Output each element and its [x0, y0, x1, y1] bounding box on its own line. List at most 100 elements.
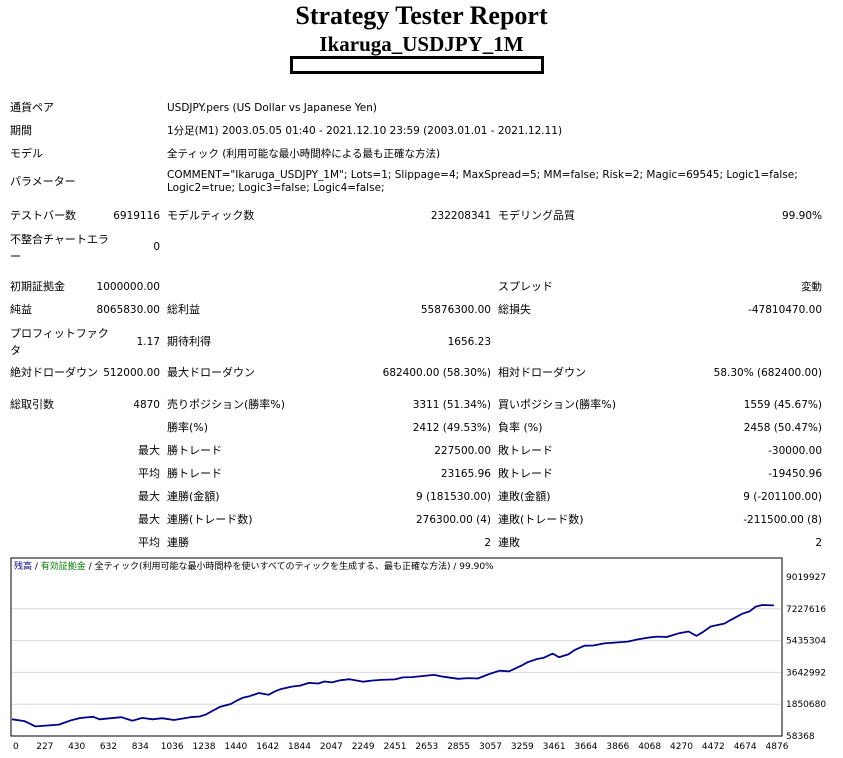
spread-value: 変動 — [801, 281, 822, 293]
errors-value: 0 — [153, 241, 160, 253]
abs-dd-label: 絶対ドローダウン — [10, 366, 98, 379]
y-tick-label: 5435304 — [786, 637, 826, 647]
max-dd-label: 最大ドローダウン — [167, 366, 255, 379]
short-label: 売りポジション(勝率%) — [167, 398, 286, 411]
params-label: パラメーター — [10, 175, 76, 188]
x-tick-label: 3461 — [543, 742, 566, 752]
largest-loss-value: -30000.00 — [768, 445, 822, 457]
quality-label: モデリング品質 — [498, 209, 575, 222]
loss-value: 2458 (50.47%) — [743, 422, 822, 434]
expected-label: 期待利得 — [167, 335, 211, 348]
avg-win-label: 勝トレード — [167, 467, 222, 480]
period-value: 1分足(M1) 2003.05.05 01:40 - 2021.12.10 23… — [167, 125, 563, 137]
errors-label: 不整合チャートエラー — [10, 233, 109, 263]
x-tick-label: 632 — [100, 742, 117, 752]
max-cons-loss-value: -211500.00 (8) — [743, 514, 822, 526]
max-cons-profit-prefix: 最大 — [138, 513, 160, 526]
x-tick-label: 3259 — [511, 742, 534, 752]
max-cons-loss-label: 連敗(トレード数) — [498, 513, 584, 526]
avg-cons-losses-value: 2 — [815, 537, 822, 549]
legend-balance: 残高 — [14, 560, 32, 572]
report-title: Strategy Tester Report — [295, 1, 548, 30]
win-label: 勝率(%) — [167, 421, 209, 434]
legend-sep-2: / — [86, 562, 95, 572]
symbol-label: 通貨ペア — [10, 101, 54, 114]
expected-value: 1656.23 — [447, 336, 491, 348]
max-dd-value: 682400.00 (58.30%) — [382, 367, 491, 379]
x-tick-label: 1238 — [193, 742, 216, 752]
net-label: 純益 — [10, 303, 32, 316]
avg-cons-prefix: 平均 — [138, 536, 160, 549]
win-value: 2412 (49.53%) — [412, 422, 491, 434]
legend: 残高 / 有効証拠金 / 全ティック(利用可能な最小時間枠を使いすべてのティック… — [14, 560, 494, 572]
max-cons-wins-label: 連勝(金額) — [167, 490, 220, 503]
plot-frame — [10, 557, 783, 737]
ticks-value: 232208341 — [430, 210, 491, 222]
x-tick-label: 2249 — [352, 742, 375, 752]
legend-info: 全ティック(利用可能な最小時間枠を使いすべてのティックを生成する、最も正確な方法… — [95, 560, 451, 572]
legend-equity: 有効証拠金 — [41, 560, 86, 572]
x-tick-label: 4472 — [702, 742, 725, 752]
largest-loss-label: 敗トレード — [498, 444, 553, 457]
x-tick-label: 3057 — [479, 742, 502, 752]
long-value: 1559 (45.67%) — [743, 399, 822, 411]
pf-label: プロフィットファクタ — [10, 327, 109, 357]
report-subtitle: Ikaruga_USDJPY_1M — [319, 32, 524, 56]
avg-cons-wins-label: 連勝 — [167, 536, 189, 549]
gross-profit-label: 総利益 — [167, 303, 200, 316]
y-tick-label: 9019927 — [786, 573, 826, 583]
gross-profit-value: 55876300.00 — [420, 304, 491, 316]
x-axis-labels: 0 227 430 632 834 1036 1238 1440 1642 1844 2047 224… — [13, 742, 789, 752]
max-cons-losses-value: 9 (-201100.00) — [743, 491, 822, 503]
redaction-box — [290, 56, 544, 74]
x-tick-label: 834 — [132, 742, 149, 752]
avg-win-value: 23165.96 — [440, 468, 491, 480]
x-tick-label: 227 — [36, 742, 53, 752]
deposit-value: 1000000.00 — [96, 281, 160, 293]
average-prefix: 平均 — [138, 467, 160, 480]
balance-chart: 残高 / 有効証拠金 / 全ティック(利用可能な最小時間枠を使いすべてのティック… — [10, 557, 826, 752]
trades-value: 4870 — [133, 399, 160, 411]
symbol-value: USDJPY.pers (US Dollar vs Japanese Yen) — [167, 102, 377, 114]
avg-cons-wins-value: 2 — [484, 537, 491, 549]
y-tick-label: 3642992 — [786, 668, 826, 678]
x-tick-label: 3866 — [606, 742, 629, 752]
max-cons-prefix: 最大 — [138, 490, 160, 503]
max-cons-wins-value: 9 (181530.00) — [416, 491, 491, 503]
x-tick-label: 430 — [68, 742, 85, 752]
short-value: 3311 (51.34%) — [412, 399, 491, 411]
pf-value: 1.17 — [136, 336, 160, 348]
spread-label: スプレッド — [498, 280, 553, 293]
y-tick-label: 1850680 — [786, 700, 826, 710]
balance-series — [11, 604, 774, 728]
model-label: モデル — [10, 147, 43, 160]
legend-sep-3: / — [451, 562, 460, 572]
y-axis-labels: 9019927 7227616 5435304 3642992 1850680 58368 — [786, 573, 826, 742]
bars-value: 6919116 — [113, 210, 160, 222]
x-tick-label: 4876 — [766, 742, 789, 752]
x-tick-label: 2653 — [415, 742, 438, 752]
gross-loss-value: -47810470.00 — [748, 304, 822, 316]
avg-cons-losses-label: 連敗 — [498, 536, 520, 549]
x-tick-label: 1844 — [288, 742, 311, 752]
bars-label: テストバー数 — [10, 209, 76, 222]
rel-dd-label: 相対ドローダウン — [498, 366, 586, 379]
legend-quality: 99.90% — [459, 562, 494, 572]
max-cons-profit-label: 連勝(トレード数) — [167, 513, 253, 526]
quality-value: 99.90% — [781, 210, 822, 222]
x-tick-label: 2855 — [447, 742, 470, 752]
params-value: COMMENT="Ikaruga_USDJPY_1M"; Lots=1; Sli… — [167, 169, 798, 194]
model-value: 全ティック (利用可能な最小時間枠による最も正確な方法) — [167, 148, 441, 160]
x-tick-label: 0 — [13, 742, 19, 752]
gross-loss-label: 総損失 — [498, 303, 531, 316]
x-tick-label: 1036 — [161, 742, 184, 752]
net-value: 8065830.00 — [96, 304, 160, 316]
x-tick-label: 4674 — [734, 742, 757, 752]
balance-line — [11, 604, 774, 728]
largest-win-label: 勝トレード — [167, 444, 222, 457]
legend-sep-1: / — [32, 562, 41, 572]
long-label: 買いポジション(勝率%) — [498, 398, 617, 411]
avg-loss-value: -19450.96 — [768, 468, 822, 480]
x-tick-label: 1440 — [224, 742, 247, 752]
x-tick-label: 4068 — [638, 742, 661, 752]
